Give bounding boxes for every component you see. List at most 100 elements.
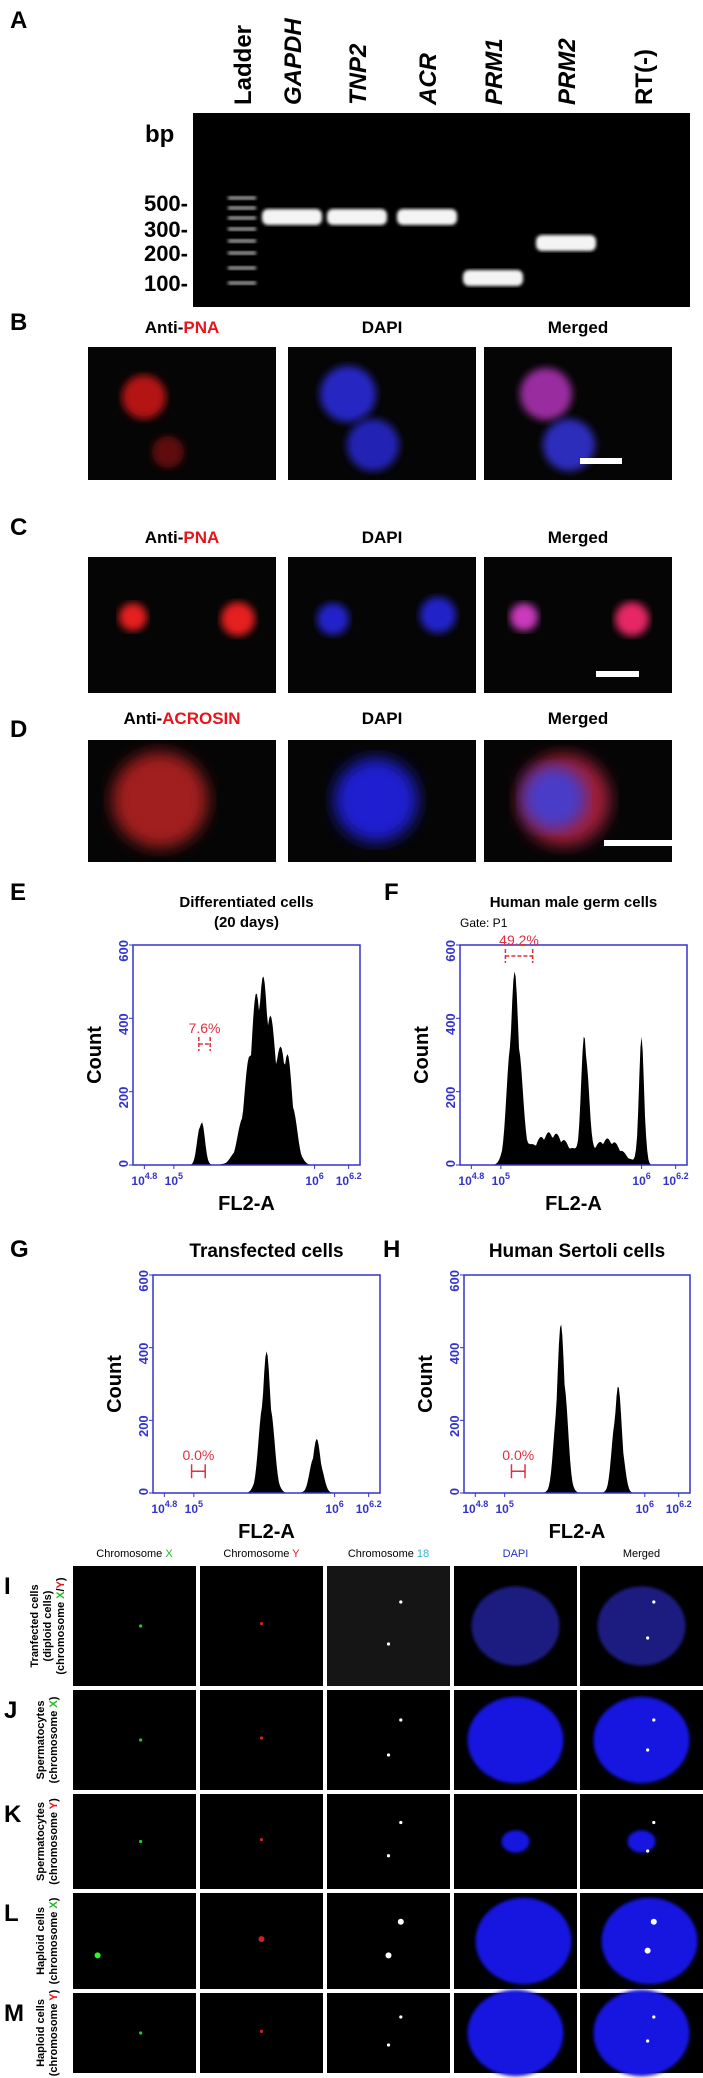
- x-axis-label: FL2-A: [238, 1521, 295, 1543]
- gate-marker: [504, 949, 534, 963]
- x-tick-label: 106: [325, 1499, 343, 1516]
- marker-label: 500-: [144, 191, 188, 216]
- signal: [259, 1838, 264, 1842]
- tick-base: 10: [131, 1174, 145, 1188]
- tick-base: 10: [632, 1174, 646, 1188]
- x-tick-label: 104.8: [462, 1499, 488, 1516]
- signal: [399, 1820, 403, 1825]
- x-tick-label: 106.2: [666, 1499, 692, 1516]
- text-part: (diploid cells): [42, 1590, 54, 1661]
- marker-label: 300-: [144, 217, 188, 242]
- signal: [259, 1622, 264, 1626]
- text-part: Y: [48, 1993, 60, 2001]
- signal: [646, 2039, 650, 2043]
- panel-title: Anti-ACROSIN: [123, 709, 240, 728]
- text-part: /: [55, 1588, 67, 1591]
- text-part: 18: [417, 1548, 429, 1560]
- signal: [652, 1718, 656, 1722]
- x-tick-label: 106.2: [663, 1171, 689, 1188]
- gate-label: 49.2%: [499, 932, 539, 948]
- panel-label: I: [4, 1573, 11, 1600]
- text-part: ): [48, 1897, 60, 1901]
- gate-marker: [190, 1464, 206, 1479]
- cell: [320, 366, 376, 422]
- panel-title: Merged: [548, 318, 608, 337]
- x-axis-label: FL2-A: [218, 1193, 275, 1215]
- signal: [139, 1839, 143, 1844]
- x-tick-label: 104.8: [151, 1499, 177, 1516]
- y-tick-label: 200: [443, 1087, 458, 1109]
- cell: [520, 368, 572, 420]
- signal: [646, 1748, 650, 1752]
- histogram-shape: [153, 1351, 380, 1493]
- nucleus: [475, 1897, 572, 1985]
- x-tick-label: 105: [185, 1499, 203, 1516]
- text-part: (chromosome: [48, 1809, 60, 1885]
- y-axis-label: Count: [84, 1026, 106, 1084]
- tick-exponent: 5: [198, 1499, 203, 1509]
- signal: [139, 2031, 143, 2035]
- signal: [386, 1753, 391, 1757]
- x-axis-label: FL2-A: [549, 1521, 606, 1543]
- tick-base: 10: [663, 1174, 677, 1188]
- lane-label: PRM2: [554, 38, 581, 105]
- cell: [334, 758, 418, 842]
- cell: [510, 603, 538, 631]
- signal: [646, 1636, 650, 1640]
- scale-bar: [580, 458, 622, 464]
- text-part: Y: [55, 1580, 67, 1588]
- row-description: (chromosome X/Y): [55, 1577, 67, 1675]
- text-part: Spermatocytes: [35, 1701, 47, 1780]
- lane-label: TNP2: [345, 43, 372, 105]
- marker-label: 200-: [144, 241, 188, 266]
- text-part: Spermatocytes: [35, 1802, 47, 1881]
- y-tick-label: 200: [447, 1415, 462, 1437]
- text-part: X: [48, 1901, 60, 1909]
- tick-base: 10: [325, 1502, 339, 1516]
- text-part: Merged: [548, 528, 608, 547]
- text-part: Merged: [548, 318, 608, 337]
- column-header: Chromosome X: [96, 1548, 173, 1560]
- gel-band: [463, 270, 523, 286]
- text-part: ): [48, 1798, 60, 1802]
- text-part: Merged: [623, 1548, 660, 1560]
- y-tick-label: 600: [116, 940, 131, 962]
- plot-frame: [152, 1274, 381, 1494]
- cell: [119, 603, 147, 631]
- plot-frame: [132, 944, 361, 1166]
- signal: [386, 1854, 391, 1858]
- text-part: ): [48, 1696, 60, 1700]
- tick-exponent: 6.2: [679, 1499, 692, 1509]
- y-tick-label: 0: [116, 1160, 131, 1167]
- unit-label: bp: [145, 121, 174, 148]
- tick-exponent: 6.2: [349, 1171, 362, 1181]
- tick-base: 10: [305, 1174, 319, 1188]
- x-tick-label: 106.2: [356, 1499, 382, 1516]
- nucleus: [593, 1696, 690, 1784]
- text-part: Anti-: [123, 709, 162, 728]
- signal: [644, 1947, 651, 1954]
- histogram-shape: [133, 976, 360, 1165]
- signal: [259, 2029, 264, 2033]
- ladder-band: [228, 281, 256, 285]
- panel-label: C: [10, 514, 27, 541]
- row-description: (chromosome X): [48, 1696, 60, 1783]
- tick-exponent: 4.8: [145, 1171, 158, 1181]
- lane-label: RT(-): [631, 49, 658, 105]
- x-tick-label: 106: [636, 1499, 654, 1516]
- text-part: Chromosome: [348, 1548, 417, 1560]
- signal: [652, 2015, 656, 2019]
- y-tick-label: 200: [136, 1415, 151, 1437]
- tick-exponent: 4.8: [476, 1499, 489, 1509]
- ladder-band: [228, 196, 256, 200]
- cell: [152, 436, 184, 468]
- row-description: Spermatocytes: [35, 1701, 47, 1780]
- cell: [112, 752, 208, 848]
- panel-title: DAPI: [362, 528, 403, 547]
- text-part: DAPI: [362, 528, 403, 547]
- fish-image: [327, 1794, 450, 1889]
- micrograph: [88, 347, 276, 480]
- x-tick-label: 106.2: [336, 1171, 362, 1188]
- histogram-title: Differentiated cells: [179, 894, 313, 911]
- text-part: (chromosome: [48, 1909, 60, 1985]
